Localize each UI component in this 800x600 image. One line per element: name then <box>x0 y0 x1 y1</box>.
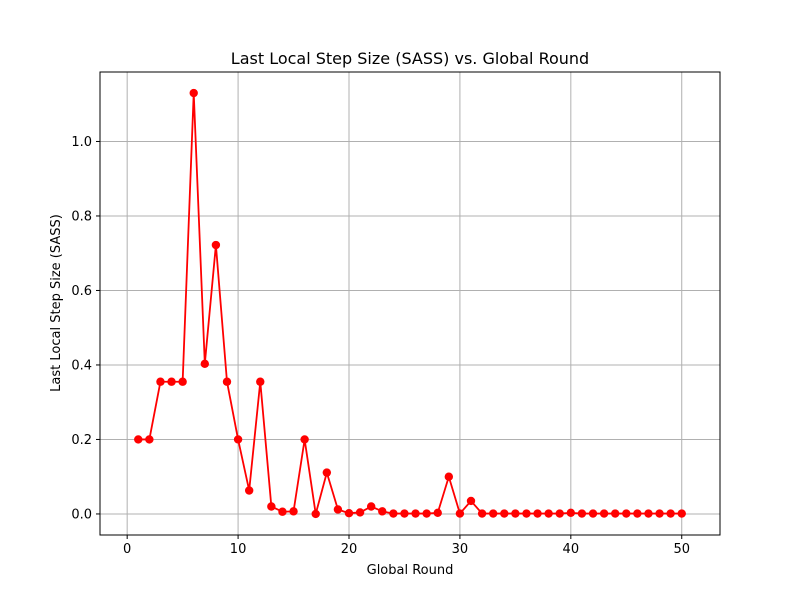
data-point <box>422 509 431 518</box>
data-point <box>544 509 553 518</box>
data-point <box>599 509 609 518</box>
axes-frame <box>99 71 721 536</box>
data-point <box>233 435 243 444</box>
y-tick-label: 0.0 <box>71 507 92 522</box>
data-point <box>222 377 232 386</box>
data-point <box>466 496 476 506</box>
data-point <box>322 468 332 477</box>
data-point <box>311 509 320 519</box>
data-point <box>300 435 309 444</box>
axis-ticks: 0 10 20 30 40 50 0.0 0.2 0.4 0.6 0.8 1.0 <box>71 135 690 557</box>
data-point <box>522 509 531 518</box>
y-tick-label: 0.2 <box>71 433 92 448</box>
data-point <box>344 509 354 518</box>
x-axis-label: Global Round <box>367 563 454 578</box>
data-point <box>156 377 165 386</box>
data-point <box>511 509 520 518</box>
data-point <box>289 507 298 516</box>
chart-title: Last Local Step Size (SASS) vs. Global R… <box>231 49 589 68</box>
data-point <box>477 509 487 518</box>
data-point <box>566 508 576 518</box>
data-point <box>622 509 631 518</box>
data-point <box>411 509 420 518</box>
data-point <box>644 509 653 518</box>
data-point <box>577 509 587 518</box>
data-point <box>433 508 442 518</box>
data-point <box>278 507 287 516</box>
data-point <box>366 502 376 511</box>
data-point <box>244 486 254 495</box>
data-point <box>633 509 642 518</box>
data-point <box>655 509 664 518</box>
x-tick-label: 0 <box>123 542 131 557</box>
data-point <box>167 377 176 386</box>
data-point <box>355 508 365 517</box>
data-point <box>677 509 686 518</box>
y-tick-label: 0.4 <box>71 358 92 373</box>
data-point <box>400 509 409 518</box>
y-tick-label: 1.0 <box>71 135 92 150</box>
data-series <box>134 88 686 519</box>
data-point <box>588 509 598 518</box>
data-point <box>211 240 221 250</box>
data-point <box>189 88 198 98</box>
data-point <box>533 509 542 518</box>
y-axis-label: Last Local Step Size (SASS) <box>49 214 64 392</box>
data-point <box>444 472 454 481</box>
data-point <box>500 509 509 518</box>
data-point <box>267 502 276 511</box>
y-tick-label: 0.6 <box>71 284 92 299</box>
x-tick-label: 10 <box>230 542 247 557</box>
x-tick-label: 50 <box>673 542 690 557</box>
data-point <box>455 509 465 518</box>
y-tick-label: 0.8 <box>71 209 92 224</box>
data-point <box>134 435 143 444</box>
x-tick-label: 20 <box>341 542 358 557</box>
data-point <box>488 509 498 518</box>
data-point <box>666 509 675 518</box>
data-point <box>389 509 398 518</box>
data-point <box>555 509 564 518</box>
data-point <box>256 377 265 386</box>
data-point <box>610 509 620 518</box>
x-tick-label: 40 <box>563 542 580 557</box>
x-tick-label: 30 <box>452 542 469 557</box>
data-point <box>178 377 187 386</box>
data-point <box>145 435 154 444</box>
data-point <box>333 505 343 514</box>
data-point <box>200 359 210 369</box>
data-point <box>378 507 387 516</box>
